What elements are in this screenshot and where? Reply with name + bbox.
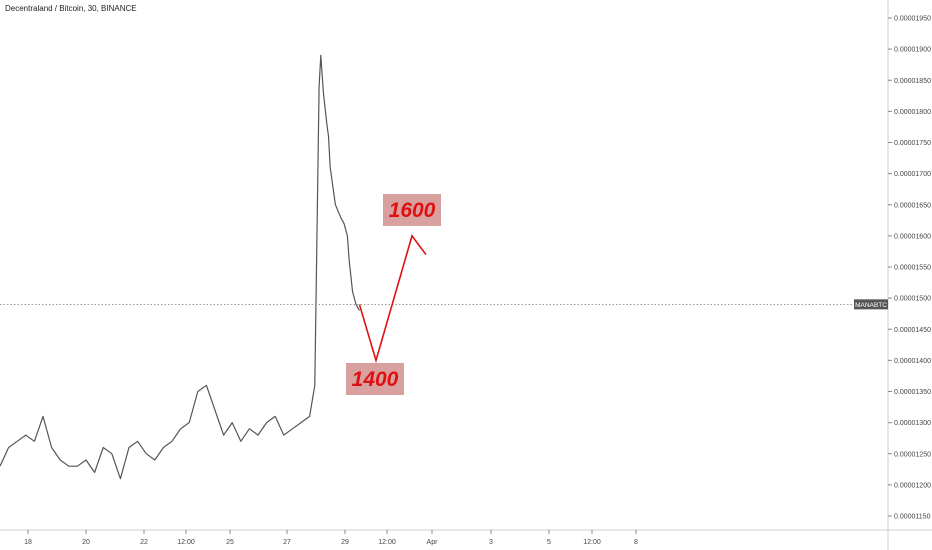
x-tick-label: 29 (341, 539, 349, 546)
y-tick-label: 0.00001450 (894, 327, 931, 334)
y-tick-label: 0.00001900 (894, 47, 931, 54)
y-tick-label: 0.00001350 (894, 389, 931, 396)
target-high-label-box (383, 194, 441, 226)
current-price-badge (854, 299, 888, 310)
y-tick-label: 0.00001800 (894, 109, 931, 116)
y-tick-label: 0.00001400 (894, 358, 931, 365)
x-tick-label: 25 (226, 539, 234, 546)
x-tick-label: 22 (140, 539, 148, 546)
y-tick-label: 0.00001250 (894, 451, 931, 458)
projection-line (358, 234, 427, 364)
y-tick-label: 0.00001300 (894, 420, 931, 427)
target-low-label: 1400 (352, 368, 399, 391)
y-tick-label: 0.00001200 (894, 482, 931, 489)
y-tick-label: 0.00001750 (894, 140, 931, 147)
y-tick-label: 0.00001600 (894, 233, 931, 240)
target-low-label-box (346, 363, 404, 395)
x-tick-label: 20 (82, 539, 90, 546)
x-tick-label: 12:00 (378, 539, 396, 546)
y-tick-label: 0.00001850 (894, 78, 931, 85)
y-tick-label: 0.00001950 (894, 16, 931, 23)
x-tick-label: 5 (547, 539, 551, 546)
y-tick-label: 0.00001650 (894, 202, 931, 209)
y-tick-label: 0.00001700 (894, 171, 931, 178)
y-tick-label: 0.00001150 (894, 514, 931, 521)
target-high-label: 1600 (389, 199, 436, 222)
y-tick-label: 0.00001500 (894, 296, 931, 303)
x-tick-label: 27 (283, 539, 291, 546)
x-tick-label: 8 (634, 539, 638, 546)
y-tick-label: 0.00001550 (894, 265, 931, 272)
chart-title: Decentraland / Bitcoin, 30, BINANCE (5, 4, 137, 13)
x-tick-label: 12:00 (583, 539, 601, 546)
x-tick-label: Apr (427, 539, 439, 546)
x-tick-label: 3 (489, 539, 493, 546)
current-price-symbol: MANABTC (855, 302, 887, 309)
price-series-line (0, 54, 361, 480)
x-tick-label: 18 (24, 539, 32, 546)
x-tick-label: 12:00 (177, 539, 195, 546)
